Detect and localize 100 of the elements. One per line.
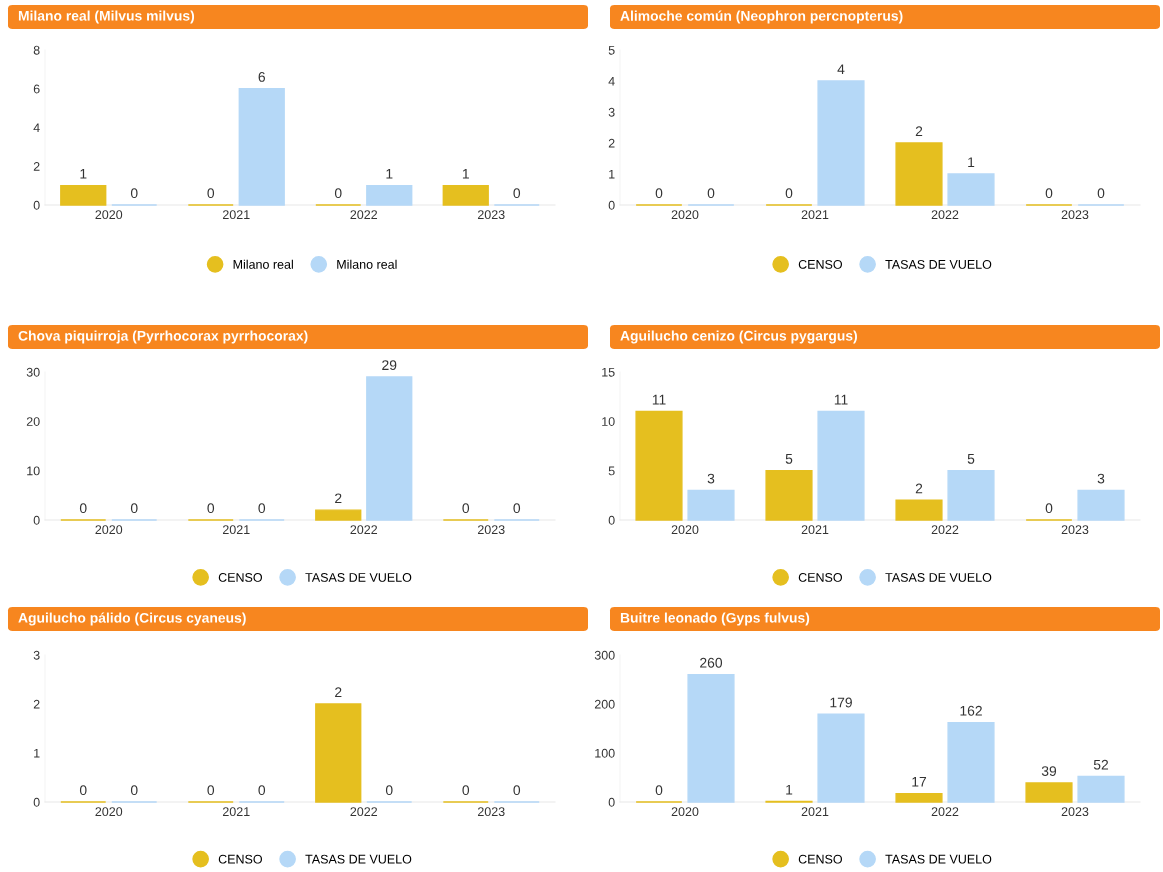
bar bbox=[1025, 782, 1073, 803]
x-tick-label: 2022 bbox=[931, 210, 959, 220]
data-label: 3 bbox=[1097, 473, 1105, 484]
x-tick-label: 2020 bbox=[95, 807, 123, 817]
data-label: 4 bbox=[837, 64, 845, 74]
data-label: 0 bbox=[462, 503, 470, 514]
bar bbox=[687, 489, 735, 521]
bar bbox=[366, 184, 413, 206]
data-label: 29 bbox=[382, 360, 397, 371]
x-tick-label: 2021 bbox=[222, 807, 250, 817]
y-tick-label: 2 bbox=[33, 162, 40, 171]
data-label: 11 bbox=[652, 394, 666, 405]
y-tick-label: 0 bbox=[33, 797, 40, 807]
data-label: 0 bbox=[1097, 188, 1105, 199]
y-tick-label: 0 bbox=[608, 515, 615, 525]
legend-label: TASAS DE VUELO bbox=[305, 854, 412, 864]
data-label: 260 bbox=[700, 657, 723, 668]
legend-label: TASAS DE VUELO bbox=[305, 573, 412, 582]
y-tick-label: 4 bbox=[33, 123, 40, 133]
y-tick-label: 1 bbox=[34, 748, 40, 758]
data-label: 0 bbox=[258, 503, 266, 514]
y-tick-label: 2 bbox=[33, 699, 40, 709]
bar bbox=[635, 410, 683, 521]
data-label: 2 bbox=[915, 483, 923, 494]
bar bbox=[895, 499, 943, 521]
bar bbox=[947, 173, 995, 206]
data-label: 5 bbox=[785, 454, 793, 464]
y-tick-label: 30 bbox=[26, 367, 40, 377]
x-tick-label: 2020 bbox=[671, 525, 699, 535]
data-label: 0 bbox=[207, 503, 215, 514]
data-label: 0 bbox=[513, 188, 521, 199]
bar bbox=[1077, 775, 1125, 803]
legend-label: CENSO bbox=[218, 854, 262, 864]
y-tick-label: 10 bbox=[602, 417, 615, 426]
data-label: 0 bbox=[334, 188, 342, 199]
chart-title: Aguilucho cenizo (Circus pygargus) bbox=[620, 330, 857, 344]
y-tick-label: 0 bbox=[608, 797, 615, 807]
data-label: 0 bbox=[130, 188, 138, 199]
bar bbox=[817, 80, 865, 206]
bar bbox=[1077, 489, 1125, 521]
x-tick-label: 2020 bbox=[95, 210, 123, 220]
y-tick-label: 20 bbox=[26, 417, 40, 426]
bar bbox=[238, 88, 285, 206]
data-label: 0 bbox=[130, 785, 138, 796]
y-tick-label: 1 bbox=[609, 169, 615, 179]
data-label: 179 bbox=[830, 697, 852, 708]
data-label: 3 bbox=[707, 473, 715, 484]
y-tick-label: 10 bbox=[27, 466, 40, 476]
y-tick-label: 5 bbox=[608, 45, 615, 55]
x-tick-label: 2022 bbox=[931, 525, 959, 535]
data-label: 11 bbox=[834, 394, 848, 405]
data-label: 0 bbox=[707, 188, 715, 199]
bar bbox=[442, 184, 489, 206]
data-label: 1 bbox=[786, 784, 793, 795]
data-label: 0 bbox=[785, 188, 793, 199]
y-tick-label: 8 bbox=[33, 45, 40, 55]
data-label: 1 bbox=[80, 169, 87, 179]
x-tick-label: 2021 bbox=[801, 210, 829, 220]
y-tick-label: 5 bbox=[608, 466, 615, 476]
data-label: 5 bbox=[967, 454, 975, 464]
data-label: 0 bbox=[79, 785, 87, 796]
y-tick-label: 3 bbox=[33, 650, 40, 660]
data-label: 0 bbox=[1045, 503, 1053, 514]
y-tick-label: 100 bbox=[595, 748, 615, 758]
x-tick-label: 2022 bbox=[350, 210, 378, 220]
data-label: 17 bbox=[912, 777, 927, 787]
data-label: 0 bbox=[655, 785, 663, 796]
data-label: 52 bbox=[1093, 759, 1109, 770]
y-tick-label: 0 bbox=[608, 200, 615, 210]
legend-label: Milano real bbox=[337, 259, 397, 269]
bar bbox=[895, 792, 943, 803]
x-tick-label: 2021 bbox=[801, 525, 829, 535]
data-label: 0 bbox=[513, 503, 521, 514]
bar bbox=[366, 376, 413, 521]
bar bbox=[947, 721, 995, 803]
y-tick-label: 4 bbox=[608, 76, 615, 86]
y-tick-label: 15 bbox=[602, 367, 615, 377]
chart-title: Chova piquirroja (Pyrrhocorax pyrrhocorax) bbox=[18, 330, 308, 344]
data-label: 6 bbox=[258, 72, 265, 82]
chart-title: Aguilucho pálido (Circus cyaneus) bbox=[18, 612, 246, 626]
y-tick-label: 6 bbox=[33, 84, 40, 94]
data-label: 1 bbox=[386, 169, 393, 179]
x-tick-label: 2020 bbox=[95, 525, 123, 535]
data-label: 0 bbox=[1045, 188, 1053, 199]
chart-title: Alimoche común (Neophron percnopterus) bbox=[620, 10, 903, 24]
data-label: 0 bbox=[462, 785, 470, 796]
data-label: 0 bbox=[513, 785, 521, 796]
legend-label: Milano real bbox=[233, 259, 293, 269]
x-tick-label: 2023 bbox=[477, 210, 505, 220]
data-label: 0 bbox=[130, 503, 138, 514]
legend-label: CENSO bbox=[798, 259, 842, 269]
bar bbox=[895, 142, 943, 206]
chart-title: Milano real (Milvus milvus) bbox=[18, 10, 195, 24]
data-label: 2 bbox=[335, 493, 342, 504]
data-label: 39 bbox=[1041, 766, 1057, 776]
y-tick-label: 200 bbox=[594, 699, 615, 709]
x-tick-label: 2023 bbox=[1061, 525, 1089, 535]
y-tick-label: 0 bbox=[33, 515, 40, 525]
data-label: 1 bbox=[462, 169, 469, 179]
data-label: 0 bbox=[207, 785, 215, 796]
